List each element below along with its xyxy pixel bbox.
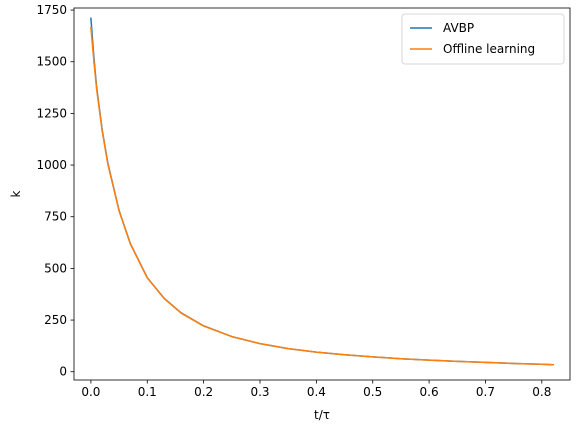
axes-frame bbox=[73, 7, 571, 381]
legend-label-offline-learning: Offline learning bbox=[443, 42, 535, 56]
y-tick-label: 1750 bbox=[36, 3, 67, 17]
plot-area bbox=[90, 17, 554, 366]
y-tick-label: 250 bbox=[44, 313, 67, 327]
x-tick-label: 0.5 bbox=[363, 385, 382, 399]
y-tick-label: 750 bbox=[44, 210, 67, 224]
y-tick-label: 500 bbox=[44, 261, 67, 275]
y-tick-label: 1500 bbox=[36, 55, 67, 69]
x-tick-label: 0.4 bbox=[307, 385, 326, 399]
legend-box bbox=[401, 13, 565, 65]
x-tick-label: 0.0 bbox=[81, 385, 100, 399]
x-tick-label: 0.6 bbox=[420, 385, 439, 399]
y-tick-label: 0 bbox=[59, 365, 67, 379]
series-line-offline-learning bbox=[90, 26, 554, 366]
x-tick-label: 0.8 bbox=[532, 385, 551, 399]
x-tick-label: 0.3 bbox=[250, 385, 269, 399]
legend: AVBP Offline learning bbox=[401, 13, 565, 65]
legend-label-avbp: AVBP bbox=[443, 21, 474, 35]
x-tick-label: 0.1 bbox=[138, 385, 157, 399]
x-tick-label: 0.2 bbox=[194, 385, 213, 399]
x-axis-label: t/τ bbox=[314, 408, 330, 422]
x-tick-label: 0.7 bbox=[476, 385, 495, 399]
y-axis-label: k bbox=[9, 190, 23, 197]
y-tick-label: 1000 bbox=[36, 158, 67, 172]
axes: 0.0 0.1 0.2 0.3 0.4 0.5 0.6 0.7 0.8 0 250 500 750 100… bbox=[36, 3, 571, 399]
y-tick-label: 1250 bbox=[36, 106, 67, 120]
